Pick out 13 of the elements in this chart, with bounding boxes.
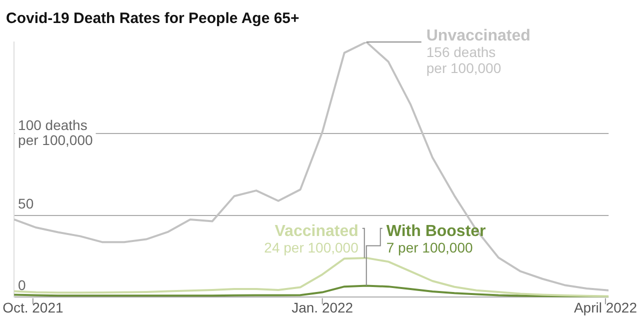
x-tick-label: April 2022: [574, 299, 638, 316]
y-tick-label: 0: [18, 277, 26, 294]
x-tick-label: Oct. 2021: [2, 299, 64, 316]
annotation: 24 per 100,000: [264, 239, 359, 256]
text: Unvaccinated: [426, 27, 530, 44]
annotation: 7 per 100,000: [386, 239, 473, 256]
series-label: Vaccinated: [274, 222, 358, 240]
y-tick-label: 50: [18, 195, 34, 212]
chart-title: Covid-19 Death Rates for People Age 65+: [6, 10, 300, 28]
text: With Booster: [386, 222, 486, 240]
annotation: 156 deaths per 100,000: [426, 44, 502, 76]
x-tick-label: Jan. 2022: [292, 299, 354, 316]
y-tick-label: 100 deaths per 100,000: [18, 116, 93, 148]
